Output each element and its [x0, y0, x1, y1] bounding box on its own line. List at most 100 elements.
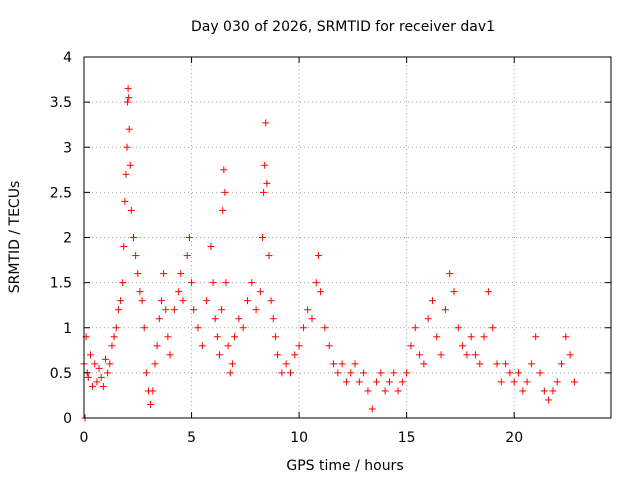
data-point: [424, 315, 432, 323]
data-point: [142, 369, 150, 377]
data-point: [235, 315, 243, 323]
data-point: [248, 279, 256, 287]
data-point: [136, 288, 144, 296]
data-point: [553, 378, 561, 386]
data-point: [330, 360, 338, 368]
data-point: [314, 252, 322, 260]
data-point: [454, 324, 462, 332]
x-tick-label: 5: [187, 430, 196, 446]
data-point: [484, 288, 492, 296]
data-point: [540, 387, 548, 395]
data-point: [394, 387, 402, 395]
data-point: [545, 396, 553, 404]
data-point: [213, 333, 221, 341]
data-point: [190, 306, 198, 314]
data-point: [364, 387, 372, 395]
y-tick-label: 3.5: [50, 95, 72, 111]
data-point: [428, 297, 436, 305]
data-point: [450, 288, 458, 296]
data-point: [308, 315, 316, 323]
data-point: [120, 243, 128, 251]
data-point: [385, 378, 393, 386]
data-point: [433, 333, 441, 341]
data-point: [117, 297, 125, 305]
data-point: [216, 351, 224, 359]
data-point: [175, 288, 183, 296]
data-point: [221, 188, 229, 196]
data-point: [562, 333, 570, 341]
data-point: [228, 360, 236, 368]
data-point: [282, 360, 290, 368]
data-point: [224, 342, 232, 350]
data-point: [390, 369, 398, 377]
data-point: [532, 333, 540, 341]
data-point: [89, 382, 97, 390]
data-point: [506, 369, 514, 377]
data-point: [203, 297, 211, 305]
data-point: [125, 125, 133, 133]
data-point: [467, 333, 475, 341]
x-tick-label: 20: [505, 430, 523, 446]
data-point: [188, 279, 196, 287]
data-point: [231, 333, 239, 341]
axis-ticks: 0 0.5 1 1.5 2 2.5 3 3.5 4 0 5 10 15 20: [50, 50, 611, 446]
data-point: [220, 166, 228, 174]
data-point: [373, 378, 381, 386]
data-point: [536, 369, 544, 377]
data-point: [291, 351, 299, 359]
data-point: [368, 405, 376, 413]
data-point: [218, 306, 226, 314]
data-point: [510, 378, 518, 386]
data-point: [480, 333, 488, 341]
data-point: [527, 360, 535, 368]
data-point: [570, 378, 578, 386]
data-point: [312, 279, 320, 287]
data-point: [177, 270, 185, 278]
y-tick-label: 0.5: [50, 366, 72, 382]
data-point: [558, 360, 566, 368]
x-axis-title: GPS time / hours: [286, 458, 403, 474]
data-point: [166, 351, 174, 359]
data-point: [497, 378, 505, 386]
data-point: [140, 324, 148, 332]
data-point: [99, 382, 107, 390]
y-tick-label: 1.5: [50, 276, 72, 292]
data-point: [325, 342, 333, 350]
x-tick-label: 15: [398, 430, 416, 446]
y-tick-label: 4: [63, 50, 72, 66]
data-point: [519, 387, 527, 395]
data-point: [295, 342, 303, 350]
data-point: [162, 306, 170, 314]
data-point: [256, 288, 264, 296]
data-point: [91, 360, 99, 368]
data-point: [155, 315, 163, 323]
data-point: [114, 306, 122, 314]
data-point: [153, 342, 161, 350]
data-point: [489, 324, 497, 332]
data-point: [129, 234, 137, 241]
data-point: [446, 270, 454, 278]
data-point: [219, 206, 227, 214]
data-point: [471, 351, 479, 359]
data-point: [160, 270, 168, 278]
data-point: [123, 143, 131, 151]
data-point: [416, 351, 424, 359]
data-point: [317, 288, 325, 296]
data-point: [239, 324, 247, 332]
data-point: [252, 306, 260, 314]
data-point: [411, 324, 419, 332]
data-point: [304, 306, 312, 314]
data-point: [265, 252, 273, 260]
data-point: [493, 360, 501, 368]
data-point: [119, 279, 127, 287]
data-point: [515, 369, 523, 377]
y-axis-title: SRMTID / TECUs: [7, 181, 23, 294]
data-point: [398, 378, 406, 386]
data-point: [381, 387, 389, 395]
data-point: [243, 297, 251, 305]
data-point: [124, 85, 132, 93]
data-point: [198, 342, 206, 350]
y-tick-label: 2.5: [50, 185, 72, 201]
